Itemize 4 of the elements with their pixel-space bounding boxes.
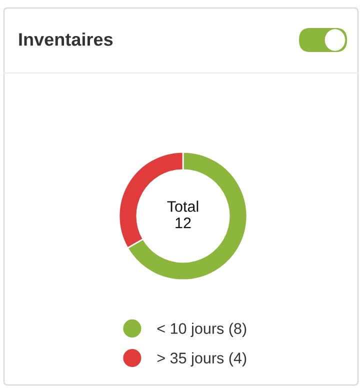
chart-title: Inventaires xyxy=(19,32,113,46)
text: Total 12 xyxy=(167,200,198,228)
legend-label: > 35 jours (4) xyxy=(157,352,246,366)
legend-label: < 10 jours (8) xyxy=(157,322,246,337)
